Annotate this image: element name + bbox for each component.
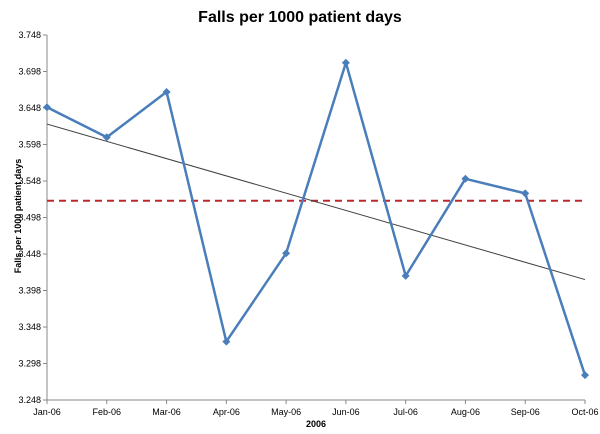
- data-point-marker: [43, 103, 51, 112]
- data-point-marker: [521, 189, 530, 198]
- y-tick-label: 3.398: [18, 286, 41, 296]
- x-tick-label: Apr-06: [213, 407, 240, 417]
- x-tick-label: Aug-06: [451, 407, 480, 417]
- x-tick-label: Sep-06: [511, 407, 540, 417]
- trend-line: [46, 123, 586, 281]
- y-tick-label: 3.648: [18, 103, 41, 113]
- data-point-marker: [282, 249, 291, 258]
- data-points: [43, 58, 589, 380]
- x-tick-label: Jan-06: [33, 407, 61, 417]
- y-tick-label: 3.698: [18, 67, 41, 77]
- data-point-marker: [162, 87, 171, 96]
- x-tick-label: Feb-06: [93, 407, 122, 417]
- data-point-marker: [102, 133, 111, 142]
- x-tick-label: Oct-06: [571, 407, 598, 417]
- y-tick-label: 3.248: [18, 395, 41, 405]
- y-tick-label: 3.448: [18, 249, 41, 259]
- data-point-marker: [401, 271, 410, 280]
- y-tick-label: 3.348: [18, 322, 41, 332]
- y-tick-label: 3.598: [18, 140, 41, 150]
- data-point-marker: [581, 371, 589, 380]
- chart-title: Falls per 1000 patient days: [198, 9, 402, 26]
- x-tick-label: Mar-06: [152, 407, 181, 417]
- y-tick-label: 3.498: [18, 213, 41, 223]
- data-point-marker: [222, 337, 231, 346]
- data-point-marker: [461, 174, 470, 183]
- data-point-marker: [341, 58, 350, 67]
- y-axis-label: Falls per 1000 patient days: [13, 159, 23, 274]
- x-tick-label: Jun-06: [332, 407, 360, 417]
- x-axis-ticks: Jan-06 Feb-06 Mar-06 Apr-06 May-06 Jun-06 Jul-…: [33, 400, 599, 417]
- y-tick-label: 3.298: [18, 359, 41, 369]
- y-tick-label: 3.548: [18, 176, 41, 186]
- y-tick-label: 3.748: [18, 30, 41, 40]
- x-tick-label: Jul-06: [393, 407, 418, 417]
- y-axis-ticks: 3.248 3.298 3.348 3.398 3.448 3.498 3.548 3.598…: [18, 30, 47, 405]
- x-tick-label: May-06: [271, 407, 301, 417]
- series-line: [46, 61, 587, 376]
- x-axis-label: 2006: [306, 419, 326, 429]
